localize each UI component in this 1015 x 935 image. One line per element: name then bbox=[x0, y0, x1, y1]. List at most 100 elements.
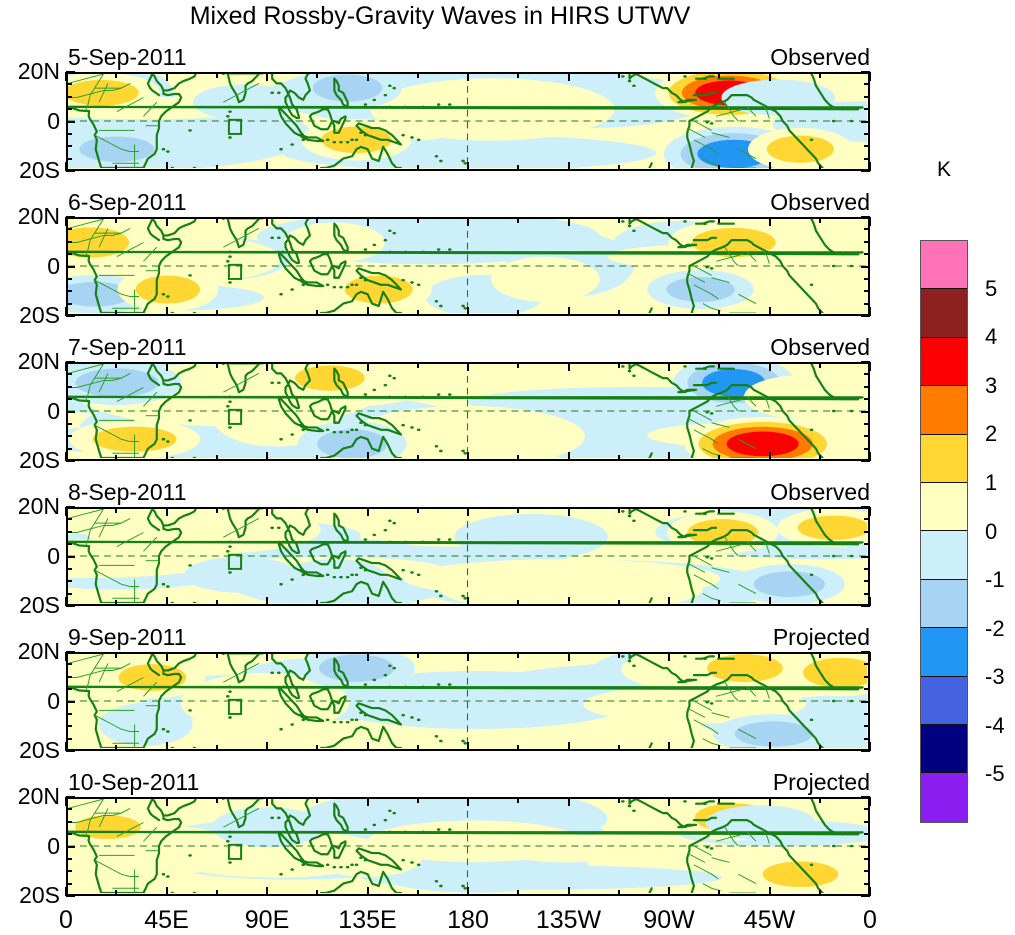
y-axis-tick-mark bbox=[66, 170, 75, 172]
x-axis-tick-mark bbox=[467, 217, 469, 226]
y-axis-tick-mark bbox=[864, 567, 870, 570]
y-axis-tick-mark bbox=[66, 71, 75, 73]
y-axis-tick-label: 20N bbox=[17, 493, 60, 519]
x-axis-tick-mark bbox=[869, 72, 871, 81]
x-axis-tick-mark bbox=[567, 72, 570, 81]
panel-status-label: Observed bbox=[770, 479, 870, 505]
x-axis-tick-mark bbox=[165, 307, 168, 316]
y-axis-tick-mark bbox=[66, 120, 75, 123]
reference-lines bbox=[68, 364, 867, 458]
x-axis-tick-mark bbox=[818, 745, 821, 751]
map-panel[interactable] bbox=[66, 72, 870, 171]
y-axis-tick-mark bbox=[864, 518, 870, 521]
y-axis-tick-mark bbox=[864, 857, 870, 860]
x-axis-tick-mark bbox=[818, 310, 821, 316]
x-axis-tick-mark bbox=[366, 452, 369, 461]
colorbar[interactable] bbox=[920, 240, 968, 823]
colorbar-band bbox=[921, 531, 967, 580]
study-region-box bbox=[227, 698, 243, 715]
map-panel[interactable] bbox=[66, 507, 870, 606]
y-axis-tick-mark bbox=[66, 750, 75, 752]
x-axis-tick-mark bbox=[215, 362, 218, 368]
x-axis-tick-mark bbox=[668, 887, 670, 896]
x-axis-tick-mark bbox=[668, 307, 670, 316]
map-panel[interactable] bbox=[66, 217, 870, 316]
country-borders bbox=[68, 509, 770, 603]
x-axis-tick-mark bbox=[316, 507, 319, 513]
coastlines bbox=[68, 219, 864, 313]
x-axis-tick-mark bbox=[768, 162, 771, 171]
map-panel[interactable] bbox=[66, 797, 870, 896]
y-axis-tick-mark bbox=[864, 398, 870, 401]
x-axis-tick-mark bbox=[65, 597, 67, 606]
panel-date-label: 8-Sep-2011 bbox=[68, 479, 187, 505]
x-axis-tick-mark bbox=[115, 797, 118, 803]
colorbar-band bbox=[921, 386, 967, 435]
x-axis-tick-mark bbox=[467, 162, 469, 171]
x-axis-tick-mark bbox=[869, 742, 871, 751]
x-axis-tick-label: 45E bbox=[144, 906, 189, 934]
x-axis-tick-mark bbox=[617, 507, 620, 513]
x-axis-tick-mark bbox=[366, 597, 369, 606]
y-axis-tick-mark bbox=[861, 216, 870, 218]
y-axis-tick-mark bbox=[66, 361, 75, 363]
x-axis-tick-mark bbox=[617, 652, 620, 658]
x-axis-tick-mark bbox=[517, 165, 520, 171]
y-axis-tick-mark bbox=[864, 820, 870, 823]
x-axis-tick-mark bbox=[517, 310, 520, 316]
x-axis-tick-mark bbox=[215, 507, 218, 513]
colorbar-unit-label: K bbox=[936, 158, 951, 181]
y-axis-tick-mark bbox=[66, 688, 72, 691]
x-axis-tick-mark bbox=[416, 600, 419, 606]
colorbar-band bbox=[921, 434, 967, 484]
x-axis-tick-mark bbox=[718, 890, 721, 896]
x-axis-tick-label: 180 bbox=[447, 906, 489, 934]
map-panel[interactable] bbox=[66, 362, 870, 461]
y-axis-tick-mark bbox=[861, 651, 870, 653]
x-axis-tick-mark bbox=[517, 72, 520, 78]
x-axis-tick-mark bbox=[718, 72, 721, 78]
y-axis-tick-mark bbox=[66, 253, 72, 256]
x-axis-tick-mark bbox=[718, 745, 721, 751]
y-axis-tick-mark bbox=[66, 518, 72, 521]
y-axis-tick-mark bbox=[861, 555, 870, 558]
colorbar-band bbox=[921, 483, 967, 532]
x-axis-tick-mark bbox=[266, 72, 268, 81]
coastlines bbox=[68, 654, 864, 748]
map-panel[interactable] bbox=[66, 652, 870, 751]
x-axis-tick-mark bbox=[215, 797, 218, 803]
y-axis-tick-mark bbox=[66, 290, 72, 293]
x-axis-tick-mark bbox=[567, 162, 570, 171]
y-axis-tick-mark bbox=[66, 882, 72, 885]
x-axis-tick-mark bbox=[165, 362, 168, 371]
x-axis-tick-mark bbox=[215, 652, 218, 658]
y-axis-tick-mark bbox=[864, 675, 870, 678]
y-axis-tick-mark bbox=[66, 385, 72, 388]
x-axis-tick-mark bbox=[416, 797, 419, 803]
y-axis-tick-mark bbox=[66, 83, 72, 86]
x-axis-tick-mark bbox=[215, 165, 218, 171]
y-axis-tick-mark bbox=[66, 277, 72, 280]
y-axis-tick-mark bbox=[66, 228, 72, 231]
x-axis-tick-mark bbox=[718, 362, 721, 368]
x-axis-tick-mark bbox=[567, 597, 570, 606]
y-axis-tick-mark bbox=[66, 675, 72, 678]
x-axis-tick-mark bbox=[617, 310, 620, 316]
x-axis-tick-mark bbox=[768, 362, 771, 371]
y-axis-tick-mark bbox=[66, 737, 72, 740]
y-axis-tick-mark bbox=[861, 796, 870, 798]
y-axis-tick-label: 20S bbox=[19, 592, 60, 618]
x-axis-tick-mark bbox=[869, 652, 871, 661]
y-axis-tick-mark bbox=[66, 435, 72, 438]
x-axis-tick-mark bbox=[567, 507, 570, 516]
x-axis-tick-mark bbox=[467, 652, 469, 661]
y-axis-tick-label: 20N bbox=[17, 348, 60, 374]
x-axis-tick-mark bbox=[768, 597, 771, 606]
x-axis-tick-mark bbox=[467, 597, 469, 606]
x-axis-tick-mark bbox=[768, 452, 771, 461]
x-axis-tick-mark bbox=[517, 362, 520, 368]
x-axis-tick-mark bbox=[115, 455, 118, 461]
x-axis-tick-mark bbox=[65, 507, 67, 516]
y-axis-tick-label: 20N bbox=[17, 638, 60, 664]
x-axis-tick-mark bbox=[668, 362, 670, 371]
